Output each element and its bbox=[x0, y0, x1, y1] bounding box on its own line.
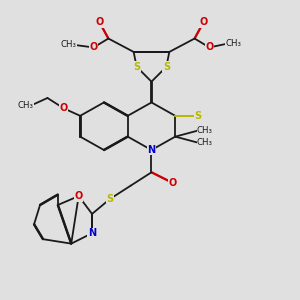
Text: S: S bbox=[163, 62, 170, 72]
Text: N: N bbox=[147, 145, 155, 155]
Text: O: O bbox=[205, 43, 214, 52]
Text: N: N bbox=[88, 228, 96, 238]
Text: CH₃: CH₃ bbox=[225, 38, 241, 47]
Text: O: O bbox=[60, 103, 68, 113]
Text: O: O bbox=[74, 191, 83, 201]
Text: S: S bbox=[106, 194, 113, 204]
Text: CH₃: CH₃ bbox=[197, 138, 213, 147]
Text: O: O bbox=[95, 17, 104, 27]
Text: O: O bbox=[200, 17, 208, 27]
Text: O: O bbox=[168, 178, 176, 188]
Text: CH₃: CH₃ bbox=[197, 126, 213, 135]
Text: S: S bbox=[133, 62, 140, 72]
Text: CH₃: CH₃ bbox=[17, 101, 33, 110]
Text: CH₃: CH₃ bbox=[60, 40, 76, 49]
Text: O: O bbox=[89, 43, 98, 52]
Text: S: S bbox=[194, 111, 201, 121]
